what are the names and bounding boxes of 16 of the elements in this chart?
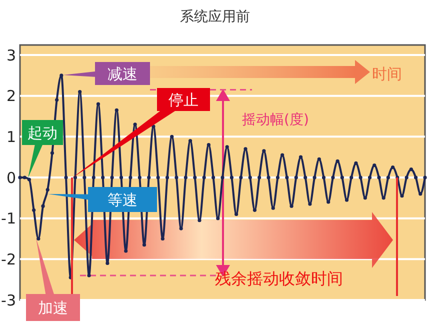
annotation: 加速 [38, 298, 68, 317]
y-tick-label: 0 [6, 168, 16, 187]
y-tick-label: 3 [6, 46, 16, 64]
y-tick-label: -3 [1, 291, 16, 310]
y-tick-label: -2 [1, 250, 16, 268]
annotation: 停止 [168, 90, 198, 109]
annotation: 等速 [108, 190, 138, 209]
annotation: 残余摇动收敛时间 [215, 269, 343, 288]
annotation: 减速 [108, 64, 138, 83]
chart-title: 系统应用前 [180, 9, 250, 25]
y-tick-label: 1 [6, 128, 16, 146]
annotation: 摇动幅(度) [242, 112, 309, 128]
annotation: 起动 [28, 124, 58, 142]
annotation: 时间 [372, 65, 402, 83]
y-tick-label: 2 [6, 87, 16, 106]
y-tick-label: -1 [1, 210, 16, 228]
